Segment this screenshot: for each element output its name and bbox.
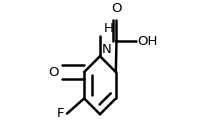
Text: H: H [103, 22, 113, 35]
Text: O: O [49, 66, 59, 79]
Text: OH: OH [138, 34, 158, 48]
Text: N: N [101, 43, 111, 56]
Text: F: F [57, 107, 64, 120]
Text: O: O [111, 2, 122, 15]
